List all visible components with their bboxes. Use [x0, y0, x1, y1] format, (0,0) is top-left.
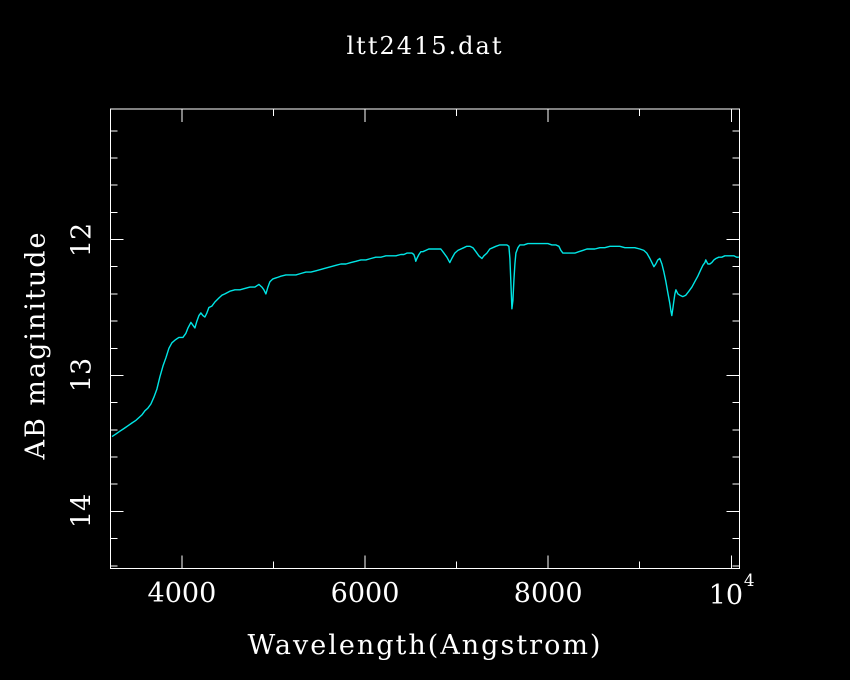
chart-title: ltt2415.dat: [346, 32, 504, 60]
spectrum-line: [111, 242, 739, 438]
y-tick-label-text: 12: [66, 222, 98, 257]
x-axis-label: Wavelength(Angstrom): [247, 630, 603, 661]
x-tick-label: 4000: [147, 578, 217, 609]
y-axis-label-text: AB maginitude: [20, 230, 52, 460]
axis-box: [110, 108, 740, 569]
y-tick-label-text: 13: [66, 358, 98, 393]
x-tick-label: 6000: [330, 578, 400, 609]
y-tick-label-text: 14: [66, 494, 98, 529]
x-tick-label: 8000: [513, 578, 583, 609]
x-tick-label: 104: [708, 570, 755, 611]
